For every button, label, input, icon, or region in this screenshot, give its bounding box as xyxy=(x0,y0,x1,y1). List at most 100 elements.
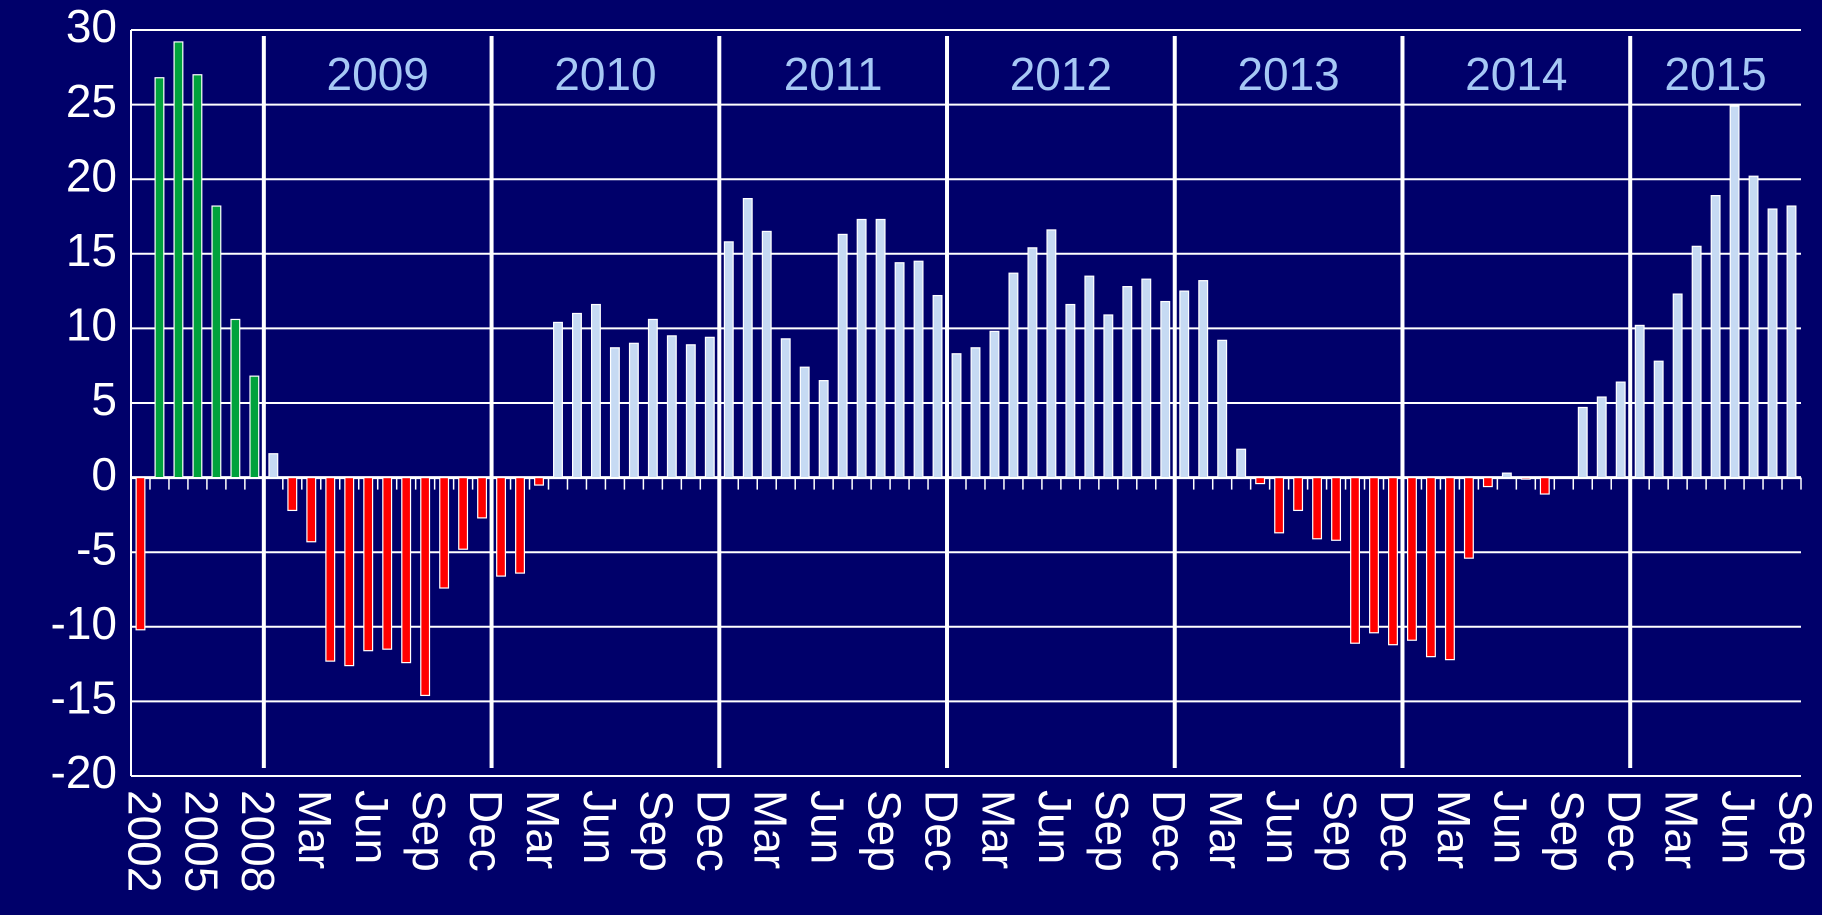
bar xyxy=(761,230,772,479)
bar xyxy=(1046,229,1057,479)
bar xyxy=(1179,290,1190,479)
bar xyxy=(666,335,677,479)
x-tick-label: Mar xyxy=(1655,790,1707,869)
bar xyxy=(477,477,488,519)
bar xyxy=(704,336,715,479)
bar xyxy=(496,477,507,577)
bar xyxy=(1463,477,1474,559)
bar xyxy=(875,218,886,479)
bar xyxy=(1634,324,1645,479)
y-tick-label: -15 xyxy=(51,672,117,724)
bar xyxy=(742,197,753,479)
bar xyxy=(970,347,981,479)
bar xyxy=(1539,477,1550,495)
x-tick-label: Dec xyxy=(1371,790,1423,872)
bar xyxy=(154,77,165,479)
bar xyxy=(325,477,336,662)
bar xyxy=(515,477,525,574)
bar xyxy=(799,366,810,479)
bar xyxy=(1501,472,1512,479)
bar xyxy=(1407,477,1417,641)
bar xyxy=(1767,208,1778,479)
x-tick-label: Jun xyxy=(1485,790,1537,864)
bar xyxy=(989,330,1000,479)
bar xyxy=(1786,205,1797,479)
bar xyxy=(1255,477,1266,485)
bar xyxy=(1710,195,1721,479)
bar xyxy=(1160,300,1171,479)
bar xyxy=(1065,303,1076,479)
x-tick-label: Mar xyxy=(1428,790,1480,869)
y-tick-label: -5 xyxy=(76,522,117,574)
x-tick-label: Dec xyxy=(915,790,967,872)
year-label: 2012 xyxy=(1010,48,1112,100)
bar xyxy=(344,477,355,667)
x-tick-label: 2002 xyxy=(118,790,170,892)
bar xyxy=(439,477,450,589)
x-tick-label: 2008 xyxy=(232,790,284,892)
x-tick-label: Jun xyxy=(346,790,398,864)
bar xyxy=(192,74,203,479)
bar xyxy=(951,353,962,479)
y-tick-label: 0 xyxy=(91,448,117,500)
year-label: 2013 xyxy=(1237,48,1339,100)
year-label: 2011 xyxy=(784,48,883,100)
bar xyxy=(211,205,222,479)
bar xyxy=(173,41,184,479)
bar xyxy=(306,477,317,543)
bar xyxy=(913,260,924,479)
x-tick-label: Mar xyxy=(972,790,1024,869)
bar xyxy=(1236,448,1247,479)
bar xyxy=(1615,381,1626,479)
bar xyxy=(1653,360,1664,479)
bar xyxy=(135,477,146,631)
x-tick-label: Mar xyxy=(289,790,341,869)
bar xyxy=(1027,247,1038,479)
y-tick-label: -20 xyxy=(51,746,117,798)
bar xyxy=(723,241,734,479)
bar xyxy=(1198,280,1209,479)
y-tick-label: 5 xyxy=(91,373,117,425)
bar xyxy=(268,453,279,479)
x-tick-label: Sep xyxy=(403,790,455,872)
bar xyxy=(1122,286,1133,479)
y-tick-label: 20 xyxy=(66,149,117,201)
x-tick-label: Sep xyxy=(1314,790,1366,872)
x-tick-label: Sep xyxy=(858,790,910,872)
x-tick-label: 2005 xyxy=(175,790,227,892)
bar xyxy=(572,312,582,479)
bar xyxy=(1520,477,1531,480)
x-tick-label: Sep xyxy=(631,790,683,872)
bar xyxy=(1729,105,1740,479)
bar xyxy=(1217,339,1228,479)
y-tick-label: 15 xyxy=(66,224,117,276)
x-tick-label: Jun xyxy=(1712,790,1764,864)
bar xyxy=(837,233,848,479)
bar xyxy=(647,318,658,479)
bar xyxy=(1482,477,1493,488)
bar xyxy=(1331,477,1342,541)
bar xyxy=(1312,477,1323,540)
bar xyxy=(609,347,620,479)
bar xyxy=(818,380,829,479)
bar xyxy=(534,477,544,486)
y-tick-label: -10 xyxy=(51,597,117,649)
x-tick-label: Jun xyxy=(802,790,854,864)
bar xyxy=(628,342,639,479)
bar xyxy=(1084,275,1095,479)
x-tick-label: Dec xyxy=(688,790,740,872)
bar xyxy=(1350,477,1360,644)
x-tick-label: Mar xyxy=(1200,790,1252,869)
year-label: 2009 xyxy=(327,48,429,100)
bar xyxy=(1577,406,1588,479)
y-tick-label: 10 xyxy=(66,299,117,351)
bar xyxy=(458,477,469,550)
y-tick-label: 30 xyxy=(66,0,117,52)
bar xyxy=(249,375,260,479)
bar xyxy=(1141,278,1152,479)
bar xyxy=(1369,477,1379,634)
bar xyxy=(553,321,563,479)
bar xyxy=(590,303,601,479)
